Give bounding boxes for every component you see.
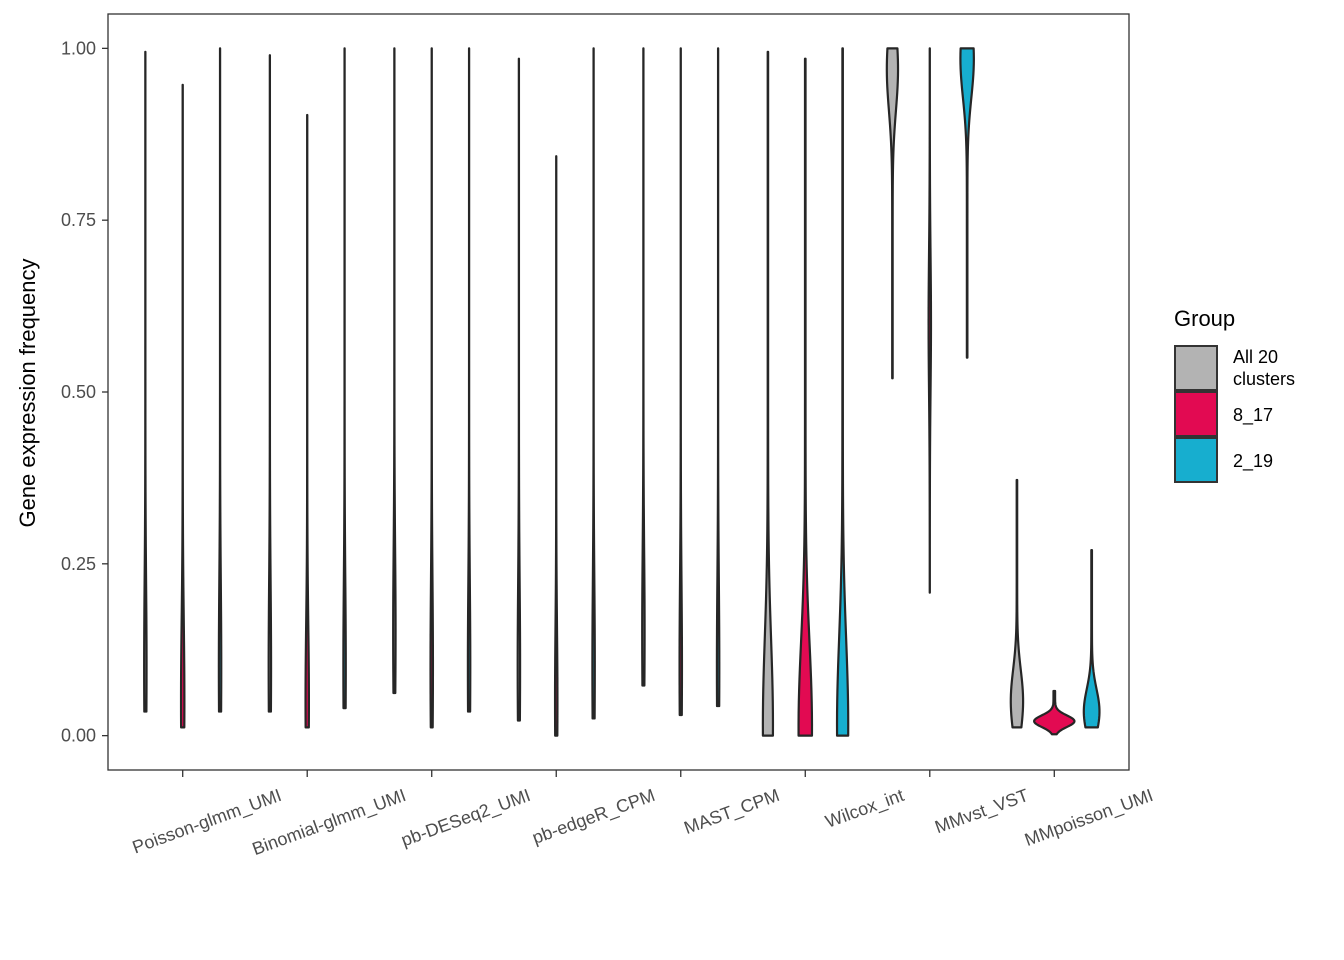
violin-mark — [342, 47, 347, 710]
x-tick-label: MAST_CPM — [681, 785, 782, 839]
violin-mark — [715, 47, 721, 708]
y-axis-title: Gene expression frequency — [15, 258, 40, 527]
x-axis: Poisson-glmm_UMIBinomial-glmm_UMIpb-DESe… — [130, 770, 1156, 860]
violin-mark — [392, 47, 397, 695]
violin-mark — [179, 83, 186, 729]
legend-key — [1174, 437, 1218, 483]
plot-panel — [107, 13, 1130, 771]
x-tick-label: pb-DESeq2_UMI — [398, 785, 533, 851]
violin-mark — [304, 113, 310, 729]
legend-label: 2_19 — [1233, 451, 1273, 472]
violin-mark — [466, 47, 472, 713]
x-tick-label: Wilcox_int — [823, 785, 907, 833]
legend-label: clusters — [1233, 369, 1295, 389]
violin-mark — [1009, 478, 1025, 729]
violin-mark — [835, 47, 850, 737]
violin-mark — [927, 47, 933, 594]
violin-mark — [885, 47, 900, 380]
y-tick-label: 0.50 — [61, 382, 96, 402]
y-axis: 0.00 0.25 0.50 0.75 1.00 — [61, 38, 108, 746]
violin-mark — [591, 47, 596, 720]
violin-mark — [429, 47, 435, 729]
violin-mark — [267, 54, 273, 713]
y-tick-label: 0.25 — [61, 554, 96, 574]
violin-mark — [959, 47, 975, 359]
violin-mark — [797, 57, 814, 737]
violin-mark — [678, 47, 684, 717]
legend-key — [1174, 391, 1218, 437]
y-tick-label: 1.00 — [61, 38, 96, 58]
legend-title: Group — [1174, 306, 1235, 331]
violin-mark — [143, 50, 148, 713]
violin-mark — [217, 47, 223, 713]
x-tick-label: MMvst_VST — [932, 785, 1031, 838]
legend-label: All 20 — [1233, 347, 1278, 367]
legend-key — [1174, 345, 1218, 391]
violin-mark — [516, 57, 522, 722]
y-tick-label: 0.00 — [61, 726, 96, 746]
x-tick-label: MMpoisson_UMI — [1022, 785, 1156, 851]
violin-mark — [641, 47, 646, 687]
legend-label: 8_17 — [1233, 405, 1273, 426]
violin-mark — [761, 50, 775, 737]
violin-mark — [1033, 689, 1076, 736]
violin-layer — [143, 47, 1101, 737]
violin-mark — [1082, 548, 1101, 729]
y-tick-label: 0.75 — [61, 210, 96, 230]
x-tick-label: pb-edgeR_CPM — [529, 785, 657, 849]
violin-mark — [553, 155, 559, 737]
